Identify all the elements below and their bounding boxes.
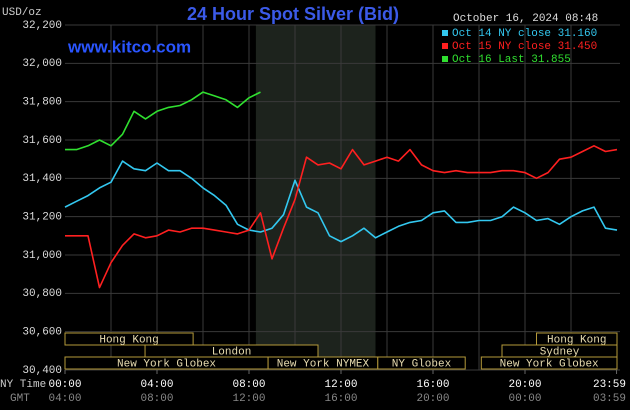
x-row-label: NY Time (0, 379, 46, 391)
y-tick-label: 31,200 (22, 212, 62, 224)
session-box (377, 356, 466, 370)
y-tick-label: 31,600 (22, 135, 62, 147)
x-tick-label: 00:00 (48, 379, 81, 391)
legend-label: Oct 14 NY close 31.160 (452, 28, 597, 40)
gmt-tick-label: 16:00 (324, 393, 357, 405)
y-tick-label: 32,200 (22, 20, 62, 32)
chart-title: 24 Hour Spot Silver (Bid) (187, 4, 399, 24)
gmt-tick-label: 20:00 (416, 393, 449, 405)
session-label: London (212, 346, 252, 358)
series-line (64, 160, 618, 243)
x-tick-label: 23:59 (593, 379, 626, 391)
session-label: New York Globex (500, 358, 599, 370)
gmt-tick-label: 08:00 (140, 393, 173, 405)
legend-swatch (442, 43, 448, 49)
y-tick-label: 30,600 (22, 327, 62, 339)
legend-swatch (442, 30, 448, 36)
y-tick-label: 31,400 (22, 173, 62, 185)
y-tick-label: 30,400 (22, 365, 62, 377)
gmt-tick-label: 12:00 (232, 393, 265, 405)
legend-swatch (442, 56, 448, 62)
legend-label: Oct 15 NY close 31.450 (452, 41, 597, 53)
unit-label: USD/oz (2, 7, 42, 19)
y-tick-label: 32,000 (22, 58, 62, 70)
legend-label: Oct 16 Last 31.855 (452, 54, 571, 66)
x-tick-label: 16:00 (416, 379, 449, 391)
shaded-region (255, 25, 376, 370)
session-box (480, 356, 618, 370)
series-line (65, 145, 618, 289)
date-label: October 16, 2024 08:48 (453, 13, 598, 25)
session-label: Hong Kong (547, 334, 606, 346)
y-tick-label: 30,800 (22, 288, 62, 300)
gmt-tick-label: 04:00 (48, 393, 81, 405)
session-box (64, 332, 194, 346)
gmt-tick-label: 03:59 (593, 393, 626, 405)
session-label: New York NYMEX (277, 358, 370, 370)
session-label: Hong Kong (99, 334, 158, 346)
session-label: NY Globex (392, 358, 452, 370)
x-tick-label: 20:00 (508, 379, 541, 391)
x-row-label: GMT (10, 393, 30, 405)
y-tick-label: 31,000 (22, 250, 62, 262)
x-tick-label: 04:00 (140, 379, 173, 391)
gmt-tick-label: 00:00 (508, 393, 541, 405)
x-tick-label: 08:00 (232, 379, 265, 391)
site-label: www.kitco.com (67, 37, 191, 56)
y-tick-label: 31,800 (22, 97, 62, 109)
x-tick-label: 12:00 (324, 379, 357, 391)
session-label: New York Globex (117, 358, 216, 370)
series-line (65, 91, 261, 151)
session-label: Sydney (540, 346, 580, 358)
